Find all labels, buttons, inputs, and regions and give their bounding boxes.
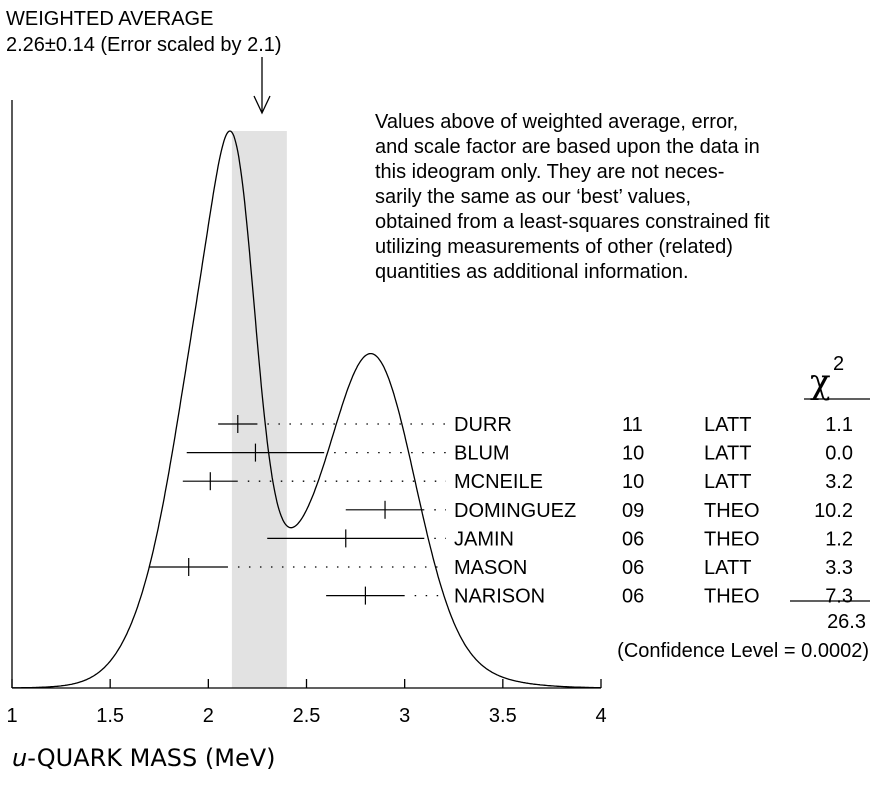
ideogram-curve (12, 130, 601, 689)
measurement-chi2: 1.2 (825, 528, 853, 550)
measurement-year: 10 (622, 443, 644, 465)
explanatory-note: Values above of weighted average, error,… (375, 111, 770, 283)
measurement-technique: THEO (704, 500, 760, 522)
measurement-name: DOMINGUEZ (454, 500, 576, 522)
x-axis-label-rest: -QUARK MASS (MeV) (27, 744, 275, 772)
measurement-row: DURR 11 LATT 1.1 (454, 414, 853, 436)
measurement-year: 06 (622, 586, 644, 608)
note-line-6: utilizing measurements of other (related… (375, 236, 733, 258)
measurement-technique: LATT (704, 471, 751, 493)
measurement-year: 10 (622, 471, 644, 493)
measurement-row: JAMIN 06 THEO 1.2 (454, 528, 853, 550)
x-tick-label: 3.5 (489, 705, 517, 727)
measurement-technique: LATT (704, 443, 751, 465)
average-arrow (253, 57, 271, 115)
measurement-year: 09 (622, 500, 644, 522)
measurement-technique: LATT (704, 414, 751, 436)
measurement-bar (182, 472, 446, 491)
x-axis-label-italic: u (12, 744, 27, 772)
measurement-bar (326, 586, 446, 605)
chi2-total: 26.3 (827, 611, 866, 633)
measurement-chi2: 1.1 (825, 414, 853, 436)
measurement-row: BLUM 10 LATT 0.0 (454, 443, 853, 465)
measurement-technique: THEO (704, 528, 760, 550)
note-line-2: and scale factor are based upon the data… (375, 136, 760, 158)
measurement-chi2: 3.3 (825, 557, 853, 579)
measurement-bar (345, 500, 446, 519)
measurement-name: MCNEILE (454, 471, 543, 493)
weighted-average-band (231, 131, 287, 688)
x-tick-label: 1 (6, 705, 17, 727)
chart-title-line1: WEIGHTED AVERAGE (6, 8, 213, 30)
measurement-bar (149, 558, 446, 576)
measurement-chi2: 3.2 (825, 471, 853, 493)
measurement-name: JAMIN (454, 528, 514, 550)
measurement-year: 11 (622, 414, 643, 436)
measurement-table: DURR 11 LATT 1.1 BLUM 10 LATT 0.0 MCNEILE 10 LATT 3… (454, 414, 853, 608)
measurement-name: BLUM (454, 443, 510, 465)
measurement-technique: LATT (704, 557, 751, 579)
chi2-header: χ 2 (804, 353, 870, 402)
measurement-bar (186, 443, 446, 462)
measurement-chi2: 10.2 (814, 500, 853, 522)
measurement-year: 06 (622, 528, 644, 550)
measurement-bar (218, 415, 446, 433)
confidence-level: (Confidence Level = 0.0002) (617, 640, 869, 662)
note-line-5: obtained from a least-squares constraine… (375, 211, 770, 233)
x-tick-label: 1.5 (96, 705, 124, 727)
measurement-chi2: 0.0 (825, 443, 853, 465)
measurement-row: DOMINGUEZ 09 THEO 10.2 (454, 500, 853, 522)
note-line-4: sarily the same as our ‘best’ values, (375, 186, 691, 208)
measurement-year: 06 (622, 557, 644, 579)
measurement-chi2: 7.3 (825, 586, 853, 608)
x-axis-tick-labels: 1 1.5 2 2.5 3 3.5 4 (6, 705, 606, 727)
chart-title-line2: 2.26±0.14 (Error scaled by 2.1) (6, 34, 282, 56)
measurement-name: MASON (454, 557, 527, 579)
measurement-bar (267, 529, 446, 548)
x-tick-label: 2.5 (293, 705, 321, 727)
measurement-technique: THEO (704, 586, 760, 608)
measurement-row: MASON 06 LATT 3.3 (454, 557, 853, 579)
measurement-name: NARISON (454, 586, 545, 608)
measurement-name: DURR (454, 414, 512, 436)
x-tick-label: 4 (595, 705, 606, 727)
chi2-symbol: χ (810, 362, 831, 402)
measurement-row: NARISON 06 THEO 7.3 (454, 586, 853, 608)
x-tick-label: 2 (203, 705, 214, 727)
note-line-3: this ideogram only. They are not neces- (375, 161, 724, 183)
note-line-7: quantities as additional information. (375, 261, 689, 283)
x-axis-label: u-QUARK MASS (MeV) (12, 744, 276, 772)
measurement-error-bars (149, 415, 446, 605)
x-tick-label: 3 (399, 705, 410, 727)
measurement-row: MCNEILE 10 LATT 3.2 (454, 471, 853, 493)
x-axis-ticks (11, 679, 602, 688)
note-line-1: Values above of weighted average, error, (375, 111, 738, 133)
chi2-superscript: 2 (833, 353, 844, 375)
